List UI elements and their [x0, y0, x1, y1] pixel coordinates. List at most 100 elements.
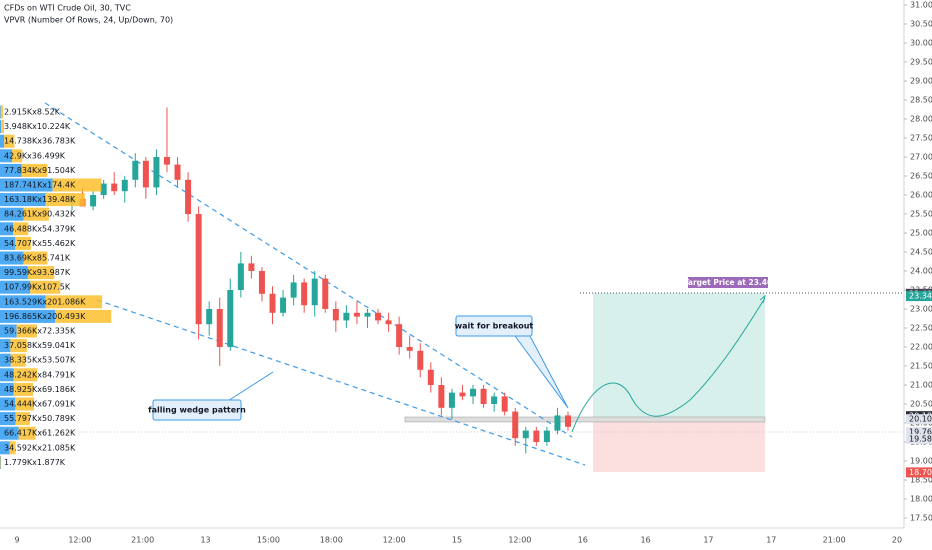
vp-down-bar — [21, 163, 48, 177]
candle-body — [512, 411, 519, 439]
candle-body — [385, 320, 392, 325]
vp-down-bar — [52, 178, 102, 192]
vp-label: 2.915Kx8.52K — [4, 108, 61, 117]
vp-up-bar — [0, 309, 56, 323]
vp-up-bar — [0, 149, 13, 163]
vp-label: 99.59Kx93.987K — [4, 268, 71, 277]
vp-label: 107.99Kx107.5K — [4, 283, 71, 292]
x-tick-label: 17 — [766, 536, 776, 545]
candle-body — [301, 282, 308, 306]
candle-body — [280, 297, 287, 313]
candle-body — [427, 369, 434, 385]
x-tick-label: 21:00 — [131, 536, 154, 545]
candle-body — [290, 282, 297, 298]
annotation: falling wedge pattern — [148, 406, 246, 415]
vp-down-bar — [15, 412, 30, 426]
vp-up-bar — [0, 441, 10, 455]
vp-down-bar — [0, 455, 2, 469]
candle-body — [491, 396, 498, 404]
wedge-lower — [96, 299, 586, 466]
vp-label: 83.69Kx85.741K — [4, 254, 71, 263]
y-tick-label: 22.00 — [910, 343, 932, 352]
candle-body — [163, 157, 170, 165]
y-tick-label: 24.00 — [910, 267, 932, 276]
vp-down-bar — [10, 353, 26, 367]
candle-body — [565, 415, 571, 427]
vp-up-bar — [0, 412, 16, 426]
y-tick-label: 26.50 — [910, 172, 932, 181]
y-tick-label: 30.50 — [910, 20, 932, 29]
vp-label: 3.948Kx10.224K — [4, 122, 71, 131]
y-tick-label: 28.00 — [910, 115, 932, 124]
vp-label: 1.779Kx1.877K — [4, 458, 66, 467]
vp-label: 77.834Kx91.504K — [4, 166, 76, 175]
candle-body — [470, 388, 477, 397]
callout-box — [455, 315, 533, 337]
vp-label: 196.865Kx200.493K — [4, 312, 86, 321]
candle-body — [100, 183, 107, 195]
vp-label: 38.335Kx53.507K — [4, 356, 76, 365]
candle-body — [459, 392, 466, 397]
stop-zone — [593, 420, 765, 472]
y-tick-label: 25.50 — [910, 210, 932, 219]
vp-down-bar — [45, 295, 103, 309]
candle-body — [343, 312, 350, 321]
y-tick-label: 27.00 — [910, 153, 932, 162]
vp-down-bar — [13, 368, 38, 382]
vp-down-bar — [18, 426, 36, 440]
candle-body — [132, 160, 139, 180]
projection-curve — [571, 297, 766, 433]
y-tick-label: 18.00 — [910, 495, 932, 504]
vp-label: 66.417Kx61.262K — [4, 429, 76, 438]
y-tick-label: 31.00 — [910, 1, 932, 10]
y-tick-label: 22.50 — [910, 324, 932, 333]
candle-body — [195, 214, 202, 325]
vp-label: 54.707Kx55.462K — [4, 239, 76, 248]
candle-body — [174, 164, 181, 180]
y-tick-label: 29.50 — [910, 58, 932, 67]
price-tag-label: 19.76 — [909, 428, 932, 437]
vp-label: 34.592Kx21.085K — [4, 443, 76, 452]
target-zone — [593, 293, 765, 420]
vp-label: 187.741Kx174.4K — [4, 181, 76, 190]
candle-body — [438, 385, 445, 408]
y-tick-label: 30.00 — [910, 39, 932, 48]
candle-body — [417, 350, 424, 370]
candle-body — [216, 309, 223, 347]
vp-up-bar — [0, 222, 14, 236]
vp-up-bar — [0, 251, 24, 265]
vp-down-bar — [23, 207, 49, 221]
annotation: wait for breakout — [455, 322, 534, 331]
price-tag — [906, 427, 932, 438]
candle-body — [153, 157, 160, 188]
candle-body — [142, 160, 149, 188]
price-tag-label: 18.70 — [909, 468, 932, 477]
candle-body — [258, 271, 265, 294]
vp-down-bar — [1, 120, 4, 134]
vp-down-bar — [15, 236, 31, 250]
vp-up-bar — [0, 426, 19, 440]
candle-body — [396, 324, 403, 347]
candle-body — [522, 430, 529, 439]
y-tick-label: 21.50 — [910, 362, 932, 371]
target-label-box — [688, 277, 768, 288]
candle-body — [237, 263, 244, 290]
wedge-upper — [44, 102, 573, 438]
candle-body — [206, 309, 213, 325]
y-tick-label: 19.00 — [910, 457, 932, 466]
chart-subtitle: VPVR (Number Of Rows, 24, Up/Down, 70) — [4, 16, 173, 25]
vp-label: 48.242Kx84.791K — [4, 370, 76, 379]
x-tick-label: 20 — [892, 536, 902, 545]
vp-label: 84.261Kx90.432K — [4, 210, 76, 219]
chart-title: CFDs on WTI Crude Oil, 30, TVC — [4, 4, 131, 13]
price-tag-label: 23.34 — [909, 292, 932, 301]
vp-up-bar — [0, 382, 14, 396]
vp-down-bar — [55, 309, 112, 323]
vp-up-bar — [0, 324, 17, 338]
vp-up-bar — [0, 266, 28, 280]
candle-body — [248, 263, 255, 271]
candle-body — [353, 312, 360, 317]
x-tick-label: 13 — [200, 536, 210, 545]
y-tick-label: 17.50 — [910, 514, 932, 523]
